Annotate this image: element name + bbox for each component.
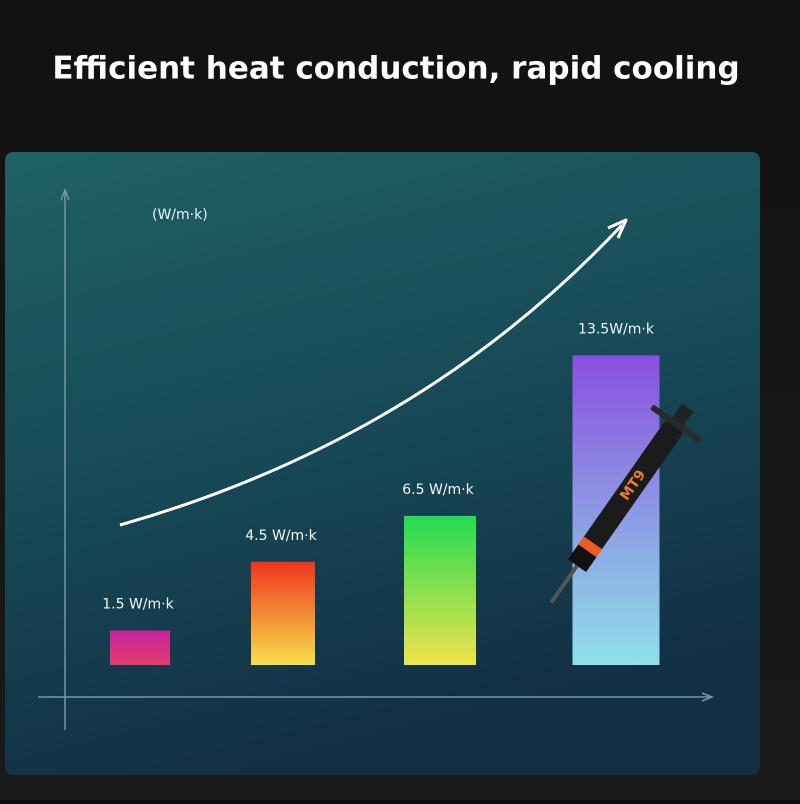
panel (5, 152, 760, 775)
value-label: 1.5 W/m·k (102, 597, 174, 613)
value-label: 4.5 W/m·k (245, 528, 317, 544)
value-label: 13.5W/m·k (578, 321, 655, 337)
value-label: 6.5 W/m·k (402, 482, 474, 498)
bar (251, 561, 315, 665)
bar (110, 630, 170, 665)
trend-arrow (607, 218, 628, 239)
y-axis-label: (W/m·k) (152, 207, 208, 223)
chart-title: Efficient heat conduction, rapid cooling (52, 51, 739, 87)
bar (404, 515, 476, 665)
y-arrow (60, 187, 70, 201)
trend-curve (119, 223, 624, 527)
syringe: MT9 (549, 403, 702, 604)
x-arrow (701, 692, 715, 702)
